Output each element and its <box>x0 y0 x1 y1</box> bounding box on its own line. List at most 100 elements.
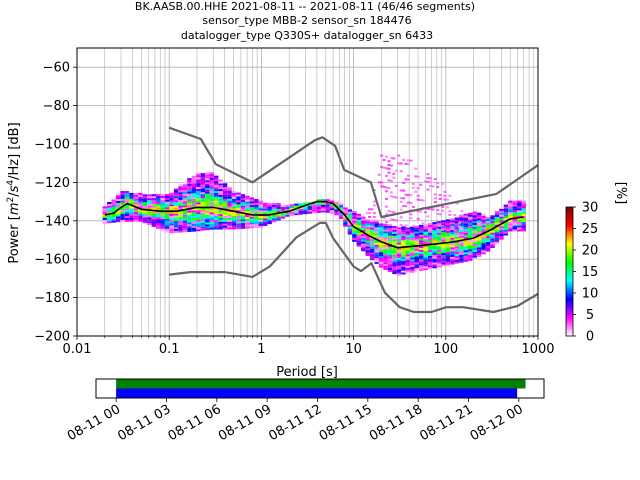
histogram-cell <box>476 235 482 238</box>
histogram-cell <box>227 215 232 218</box>
histogram-cell <box>503 212 509 215</box>
histogram-cell <box>213 179 219 182</box>
histogram-cell <box>374 231 379 234</box>
histogram-cell <box>468 222 473 225</box>
histogram-cell <box>196 200 201 203</box>
histogram-cell <box>481 229 486 232</box>
histogram-cell <box>476 241 482 244</box>
histogram-cell <box>249 210 255 213</box>
histogram-cell <box>124 210 130 213</box>
histogram-cell <box>115 212 121 215</box>
histogram-cell-sparse <box>392 157 396 160</box>
histogram-cell <box>178 220 183 223</box>
timeline-tick-label: 08-11 15 <box>317 402 375 444</box>
histogram-cell <box>347 211 353 214</box>
histogram-cell <box>209 175 214 178</box>
histogram-cell <box>387 235 393 238</box>
histogram-cell <box>459 243 464 246</box>
colorbar-fill <box>565 206 574 337</box>
histogram-cell <box>338 213 344 216</box>
histogram-cell <box>472 242 477 245</box>
histogram-cell <box>459 222 464 225</box>
histogram-cell <box>423 256 428 259</box>
histogram-cell <box>263 206 268 209</box>
histogram-cell-sparse <box>368 215 372 218</box>
histogram-cell <box>401 262 406 265</box>
histogram-cell <box>356 240 362 243</box>
histogram-cell-sparse <box>448 194 452 197</box>
histogram-cell <box>236 207 241 210</box>
histogram-cell <box>347 217 353 220</box>
histogram-cell-sparse <box>414 190 418 193</box>
histogram-cell <box>218 189 223 192</box>
histogram-cell <box>200 197 206 200</box>
colorbar-tick-label: 20 <box>582 244 599 259</box>
histogram-cell <box>187 181 192 184</box>
histogram-cell <box>436 248 442 251</box>
histogram-cell <box>445 261 451 264</box>
histogram-cell <box>476 228 482 231</box>
histogram-cell <box>334 201 339 204</box>
histogram-cell <box>463 215 468 218</box>
histogram-cell <box>196 192 201 195</box>
histogram-cell <box>401 228 406 231</box>
histogram-cell <box>209 218 214 221</box>
histogram-cell <box>249 208 255 211</box>
histogram-cell <box>472 230 477 233</box>
histogram-cell <box>472 211 477 214</box>
histogram-cell <box>120 191 125 193</box>
histogram-cell <box>213 227 219 230</box>
histogram-cell <box>205 224 210 227</box>
histogram-cell-sparse <box>414 175 418 178</box>
histogram-cell-sparse <box>399 170 403 173</box>
histogram-cell <box>361 243 366 246</box>
histogram-cell <box>218 225 223 228</box>
histogram-cell <box>369 252 375 255</box>
histogram-cell <box>374 246 379 249</box>
histogram-cell <box>419 259 424 262</box>
histogram-cell <box>383 260 388 263</box>
histogram-cell <box>521 225 526 228</box>
histogram-cell <box>383 233 388 236</box>
histogram-cell <box>503 233 509 236</box>
histogram-cell <box>521 214 526 217</box>
histogram-cell <box>499 229 504 232</box>
histogram-cell <box>182 216 188 219</box>
histogram-cell <box>383 225 388 228</box>
histogram-cell-sparse <box>428 185 432 188</box>
histogram-cell <box>280 208 286 211</box>
histogram-cell <box>218 183 223 186</box>
histogram-cell <box>436 238 442 241</box>
histogram-cell <box>227 221 232 224</box>
histogram-cell <box>191 227 197 230</box>
histogram-cell <box>468 226 473 229</box>
histogram-cell <box>115 200 121 203</box>
histogram-cell-sparse <box>460 210 464 213</box>
histogram-cell <box>227 189 232 192</box>
histogram-cell-sparse <box>411 225 415 228</box>
histogram-cell <box>316 199 321 202</box>
histogram-cell <box>512 227 518 230</box>
histogram-cell <box>365 254 370 257</box>
histogram-cell <box>196 227 201 230</box>
histogram-cell <box>387 266 393 269</box>
histogram-cell <box>329 204 335 207</box>
histogram-cell <box>396 242 402 245</box>
histogram-cell <box>258 217 263 220</box>
histogram-cell <box>517 227 522 230</box>
histogram-cell <box>347 230 353 233</box>
histogram-cell <box>240 226 246 229</box>
histogram-cell <box>445 223 451 226</box>
histogram-cell <box>481 231 486 234</box>
histogram-cell <box>240 224 246 227</box>
histogram-cell <box>111 199 116 202</box>
histogram-cell <box>481 225 486 228</box>
histogram-cell <box>160 199 165 202</box>
histogram-cell <box>129 210 134 213</box>
x-tick-label: 1 <box>257 342 265 357</box>
histogram-cell <box>485 220 491 223</box>
histogram-cell <box>227 219 232 222</box>
histogram-cell <box>209 196 214 199</box>
histogram-cell <box>213 212 219 215</box>
histogram-cell <box>213 192 219 195</box>
